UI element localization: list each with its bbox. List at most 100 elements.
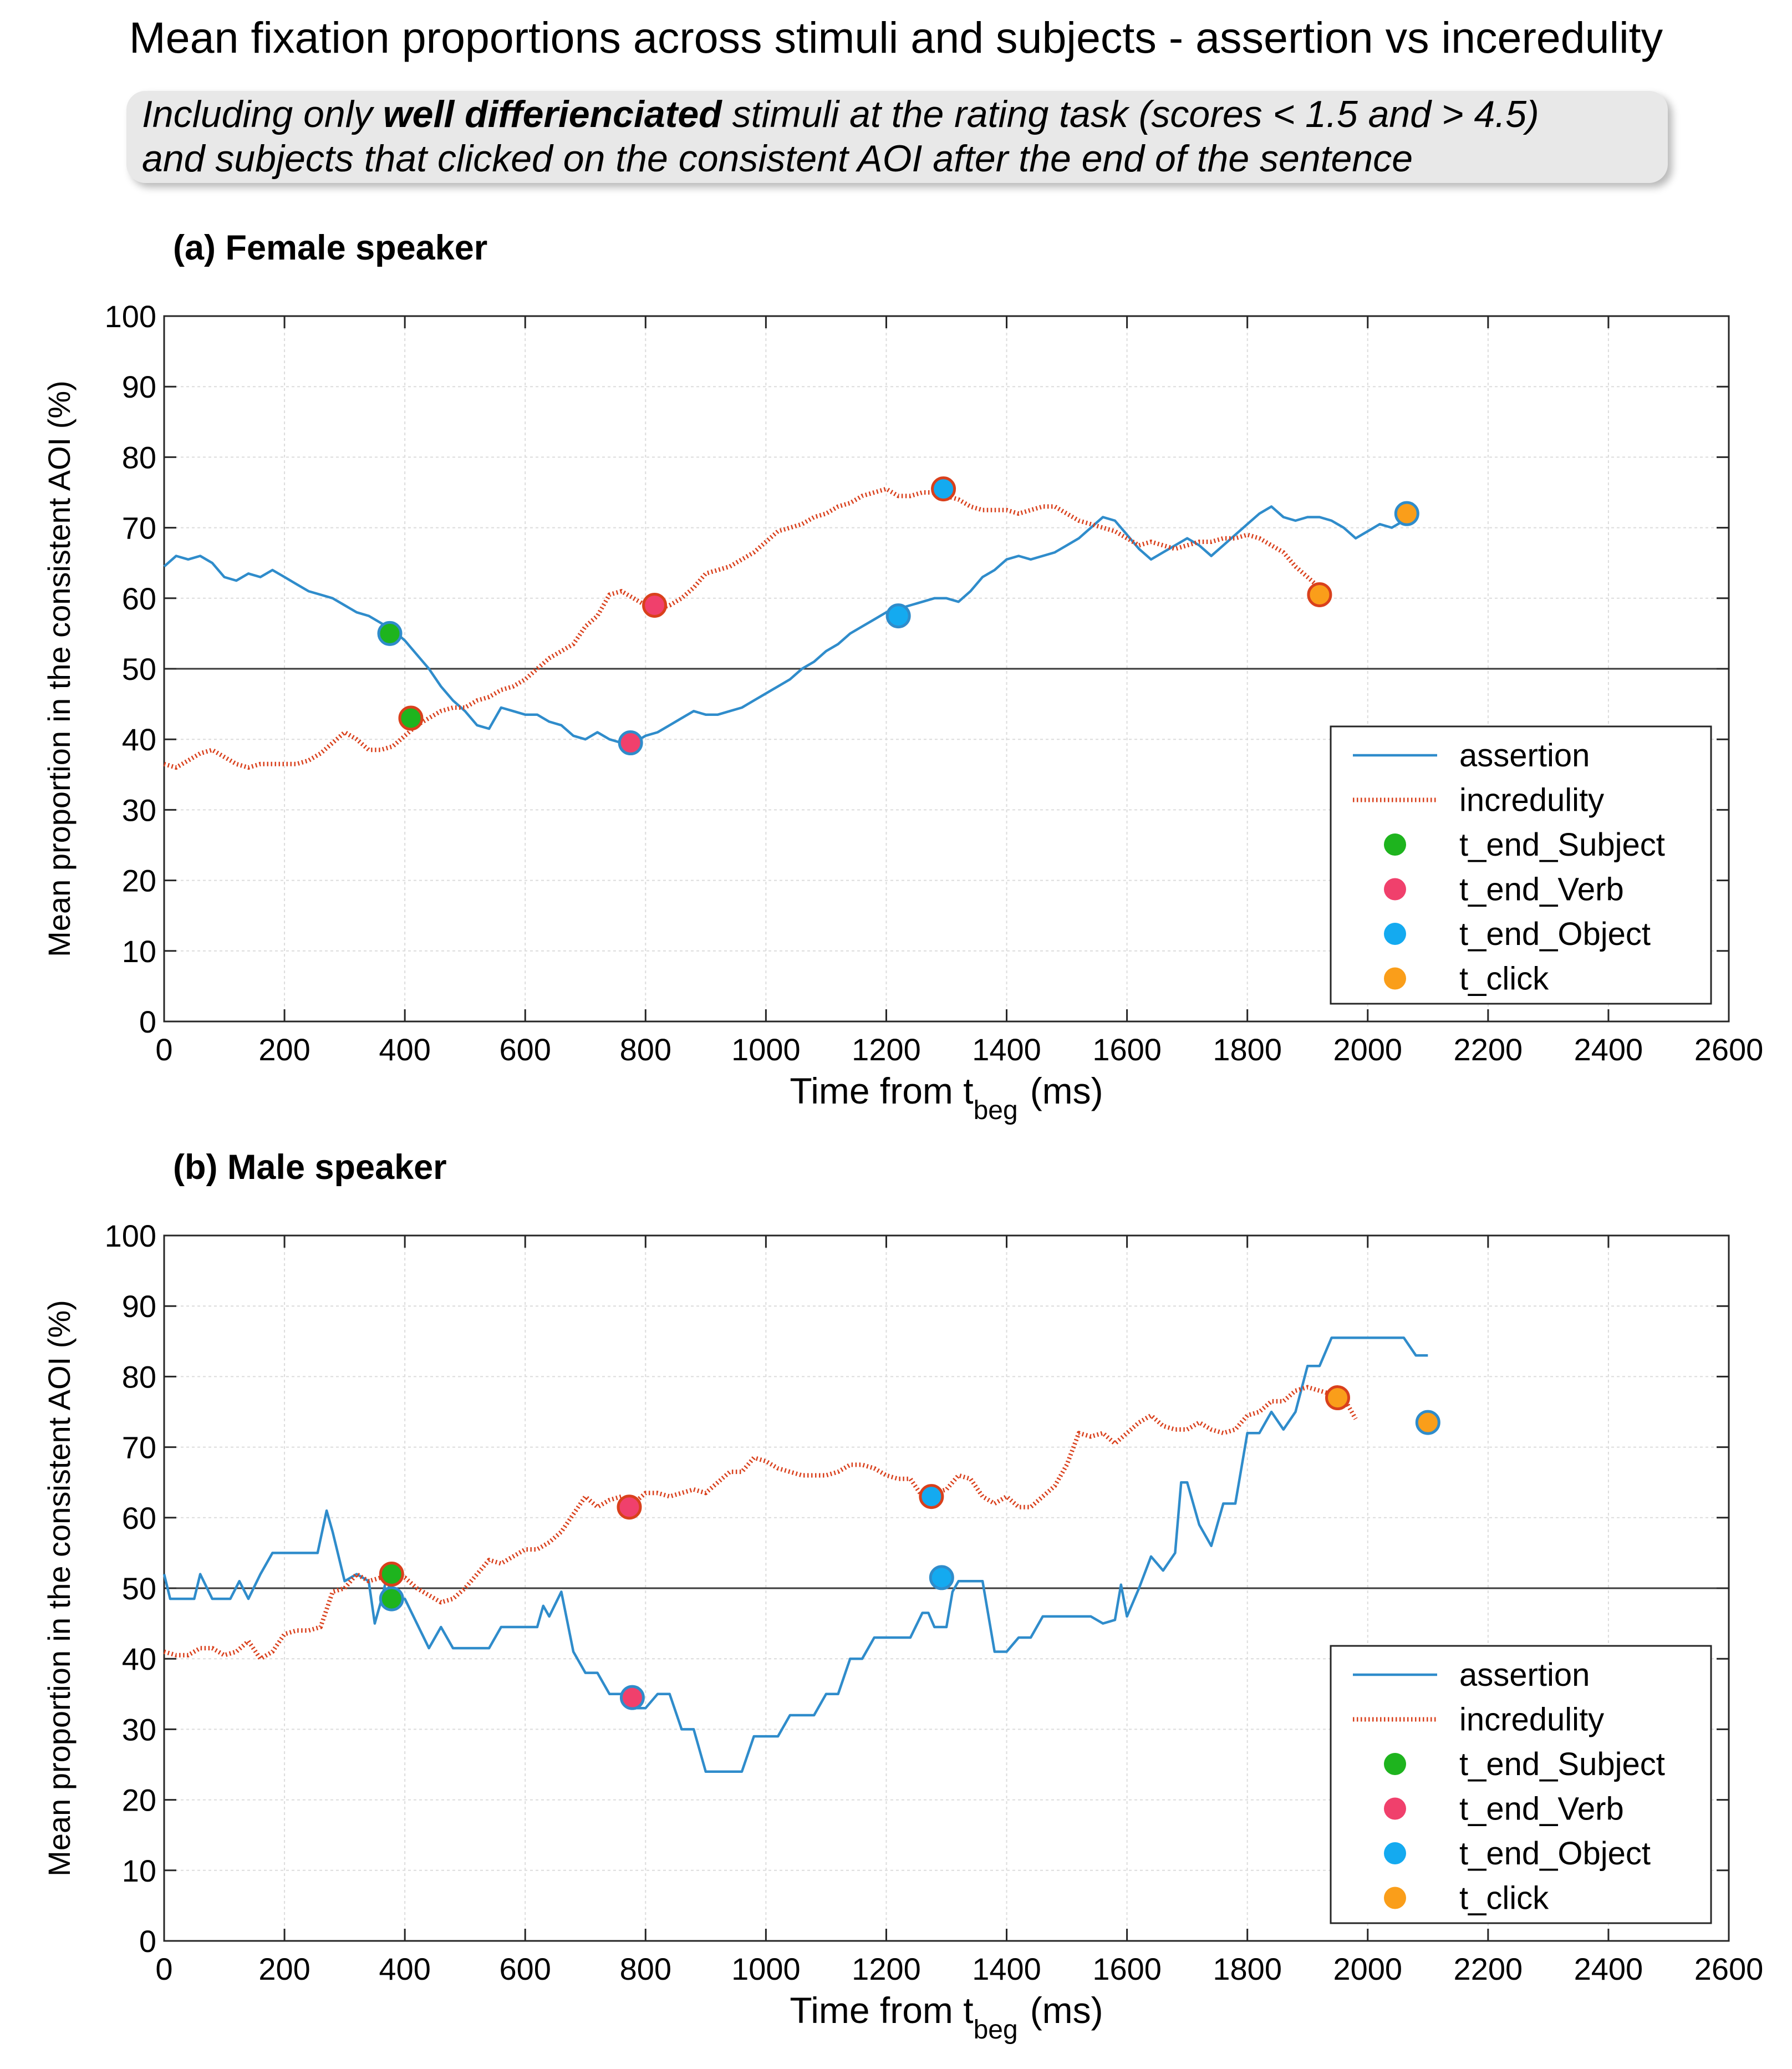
legend-label: t_end_Object — [1459, 916, 1651, 952]
legend-box — [1330, 725, 1712, 1005]
legend-label: t_end_Verb — [1459, 1791, 1624, 1827]
subtitle-emphasis: well differienciated — [383, 93, 722, 135]
marker-t_end_Object-incredulity — [931, 476, 956, 502]
legend-label: incredulity — [1459, 1702, 1604, 1738]
legend-swatch-t_end_Object — [1384, 923, 1406, 945]
marker-t_end_Object-incredulity — [919, 1484, 944, 1509]
x-tick-label: 1400 — [972, 1951, 1041, 1986]
x-tick-label: 800 — [620, 1951, 671, 1986]
legend-label: t_end_Subject — [1459, 827, 1665, 863]
y-tick-label: 0 — [139, 1004, 156, 1039]
legend-swatch-t_click — [1384, 1887, 1406, 1909]
x-axis-label: Time from tbeg (ms) — [790, 1070, 1103, 1125]
y-tick-label: 50 — [122, 652, 156, 687]
panel-title: (a) Female speaker — [173, 228, 487, 267]
marker-t_end_Subject-assertion — [377, 621, 403, 646]
marker-t_click-assertion — [1394, 501, 1419, 526]
y-tick-label: 60 — [122, 1501, 156, 1536]
y-tick-label: 80 — [122, 1359, 156, 1394]
x-tick-label: 1400 — [972, 1032, 1041, 1067]
x-tick-label: 2000 — [1333, 1951, 1402, 1986]
y-tick-label: 70 — [122, 511, 156, 546]
legend-label: assertion — [1459, 1657, 1590, 1693]
y-axis-label: Mean proportion in the consistent AOI (%… — [42, 380, 77, 957]
x-tick-label: 600 — [500, 1032, 551, 1067]
y-tick-label: 90 — [122, 369, 156, 404]
x-tick-label: 2400 — [1574, 1032, 1643, 1067]
x-tick-label: 200 — [258, 1951, 310, 1986]
legend-label: t_end_Subject — [1459, 1746, 1665, 1782]
legend-label: t_click — [1459, 1880, 1549, 1917]
x-tick-label: 2600 — [1694, 1032, 1764, 1067]
y-tick-label: 40 — [122, 722, 156, 757]
marker-t_click-assertion — [1415, 1410, 1440, 1435]
x-axis-label-main: Time from t — [790, 1990, 973, 2031]
x-tick-label: 200 — [258, 1032, 310, 1067]
marker-t_end_Verb-assertion — [619, 1685, 645, 1710]
y-tick-label: 60 — [122, 581, 156, 616]
marker-t_end_Subject-incredulity — [379, 1562, 404, 1587]
legend-swatch-t_click — [1384, 967, 1406, 990]
y-tick-label: 40 — [122, 1641, 156, 1676]
y-tick-label: 90 — [122, 1289, 156, 1324]
x-tick-label: 1200 — [852, 1032, 921, 1067]
y-tick-label: 30 — [122, 1712, 156, 1747]
figure-title: Mean fixation proportions across stimuli… — [129, 13, 1663, 62]
x-tick-label: 2200 — [1454, 1032, 1523, 1067]
series-line-assertion — [162, 1336, 1428, 1773]
x-axis-label-subscript: beg — [974, 2015, 1018, 2045]
marker-t_end_Verb-incredulity — [617, 1494, 642, 1520]
x-axis-label-unit: (ms) — [1030, 1990, 1103, 2031]
x-tick-label: 0 — [155, 1951, 172, 1986]
x-axis-label-subscript: beg — [974, 1096, 1018, 1125]
panel-title: (b) Male speaker — [173, 1148, 447, 1187]
legend-label: incredulity — [1459, 782, 1604, 819]
subtitle-line-1: Including only well differienciated stim… — [142, 92, 1668, 136]
legend: assertion incredulity t_end_Subject t_end_V… — [1330, 725, 1712, 1005]
x-tick-label: 2000 — [1333, 1032, 1402, 1067]
legend-label: t_end_Object — [1459, 1836, 1651, 1872]
marker-t_end_Verb-assertion — [618, 730, 643, 756]
legend-swatch-t_end_Subject — [1384, 1753, 1406, 1775]
x-tick-label: 400 — [379, 1032, 430, 1067]
y-tick-label: 20 — [122, 1783, 156, 1818]
y-tick-label: 30 — [122, 792, 156, 827]
x-tick-label: 2400 — [1574, 1951, 1643, 1986]
marker-t_end_Verb-incredulity — [642, 593, 668, 618]
y-tick-label: 100 — [105, 299, 156, 334]
x-axis-label: Time from tbeg (ms) — [790, 1990, 1103, 2045]
x-tick-label: 1600 — [1092, 1032, 1162, 1067]
y-tick-label: 50 — [122, 1571, 156, 1606]
marker-t_click-incredulity — [1307, 582, 1332, 607]
subtitle-line-1-post: stimuli at the rating task (scores < 1.5… — [721, 93, 1539, 135]
x-tick-label: 2200 — [1454, 1951, 1523, 1986]
x-tick-label: 800 — [620, 1032, 671, 1067]
x-axis-label-unit: (ms) — [1030, 1070, 1103, 1111]
subtitle-line-2: and subjects that clicked on the consist… — [142, 138, 1413, 180]
y-axis-label: Mean proportion in the consistent AOI (%… — [42, 1300, 77, 1877]
legend-label: assertion — [1459, 738, 1590, 774]
x-tick-label: 0 — [155, 1032, 172, 1067]
x-tick-label: 400 — [379, 1951, 430, 1986]
x-tick-label: 2600 — [1694, 1951, 1764, 1986]
legend-box — [1330, 1645, 1712, 1924]
legend-label: t_click — [1459, 961, 1549, 997]
x-tick-label: 600 — [500, 1951, 551, 1986]
series-line-incredulity — [163, 486, 1321, 770]
x-axis-label-main: Time from t — [790, 1070, 973, 1111]
legend-swatch-t_end_Object — [1384, 1842, 1406, 1864]
legend: assertion incredulity t_end_Subject t_end_V… — [1330, 1645, 1712, 1924]
y-tick-label: 10 — [122, 1853, 156, 1888]
y-tick-label: 20 — [122, 863, 156, 898]
legend-label: t_end_Verb — [1459, 872, 1624, 908]
x-tick-label: 1600 — [1092, 1951, 1162, 1986]
x-tick-label: 1200 — [852, 1951, 921, 1986]
y-tick-label: 10 — [122, 934, 156, 969]
x-tick-label: 1800 — [1213, 1032, 1282, 1067]
marker-t_end_Subject-assertion — [379, 1586, 404, 1612]
series-line-assertion — [163, 505, 1405, 744]
y-tick-label: 0 — [139, 1924, 156, 1959]
